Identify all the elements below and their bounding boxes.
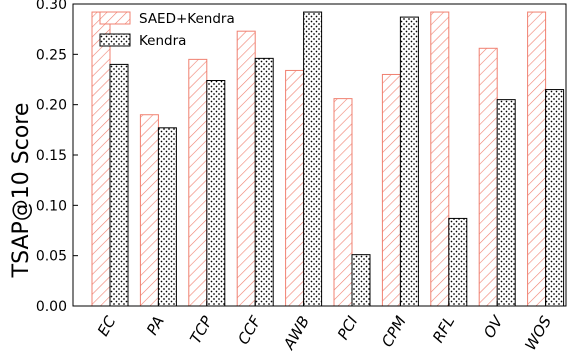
bar-rfl-kendra — [448, 217, 468, 307]
bar-pci-kendra — [351, 254, 371, 307]
y-axis-label: TSAP@10 Score — [9, 103, 34, 279]
bar-ccf-kendra — [254, 57, 274, 307]
legend-label-saed-kendra: SAED+Kendra — [139, 11, 235, 27]
x-tick-label-awb: AWB — [279, 313, 313, 353]
x-tick-label-ov: OV — [480, 312, 507, 342]
bar-rfl-saed-kendra — [430, 11, 450, 307]
bar-pa-kendra — [157, 127, 177, 307]
bar-cpm-kendra — [399, 16, 419, 307]
bars-group — [91, 11, 565, 307]
axes-group: 0.00 0.05 0.10 0.15 0.20 0.25 0.30 EC PA TCP CCF AW… — [36, 0, 567, 354]
legend: SAED+Kendra Kendra — [99, 11, 235, 49]
x-tick-label-tcp: TCP — [186, 312, 216, 347]
legend-swatch-saed-kendra — [99, 11, 131, 25]
bar-ov-kendra — [496, 99, 516, 307]
y-tick-label: 0.10 — [36, 198, 67, 214]
bar-cpm-saed-kendra — [381, 73, 401, 307]
bar-awb-saed-kendra — [285, 69, 305, 307]
bar-wos-kendra — [545, 89, 565, 307]
x-tick-label-ccf: CCF — [234, 313, 265, 348]
bar-tcp-saed-kendra — [188, 58, 208, 307]
x-tick-label-pci: PCI — [334, 313, 362, 343]
x-tick-label-ec: EC — [94, 313, 120, 340]
y-tick-label: 0.05 — [36, 249, 67, 265]
y-tick-label: 0.00 — [36, 299, 67, 315]
x-tick-label-pa: PA — [143, 313, 168, 338]
x-tick-label-cpm: CPM — [378, 313, 410, 350]
x-tick-label-wos: WOS — [521, 313, 555, 354]
y-tick-label: 0.25 — [36, 47, 67, 63]
bar-wos-saed-kendra — [527, 11, 547, 307]
legend-swatch-kendra — [99, 33, 131, 47]
legend-label-kendra: Kendra — [139, 33, 186, 49]
y-tick-label: 0.20 — [36, 98, 67, 114]
bar-ov-saed-kendra — [478, 47, 498, 307]
x-tick-label-rfl: RFL — [429, 313, 458, 346]
bar-pa-saed-kendra — [139, 114, 159, 307]
y-tick-label: 0.30 — [36, 0, 67, 13]
bar-pci-saed-kendra — [333, 98, 353, 307]
y-tick-label: 0.15 — [36, 148, 67, 164]
bar-ccf-saed-kendra — [236, 30, 256, 307]
bar-tcp-kendra — [206, 80, 226, 307]
bar-ec-saed-kendra — [91, 11, 111, 307]
bar-ec-kendra — [109, 63, 129, 307]
bar-awb-kendra — [303, 11, 323, 307]
